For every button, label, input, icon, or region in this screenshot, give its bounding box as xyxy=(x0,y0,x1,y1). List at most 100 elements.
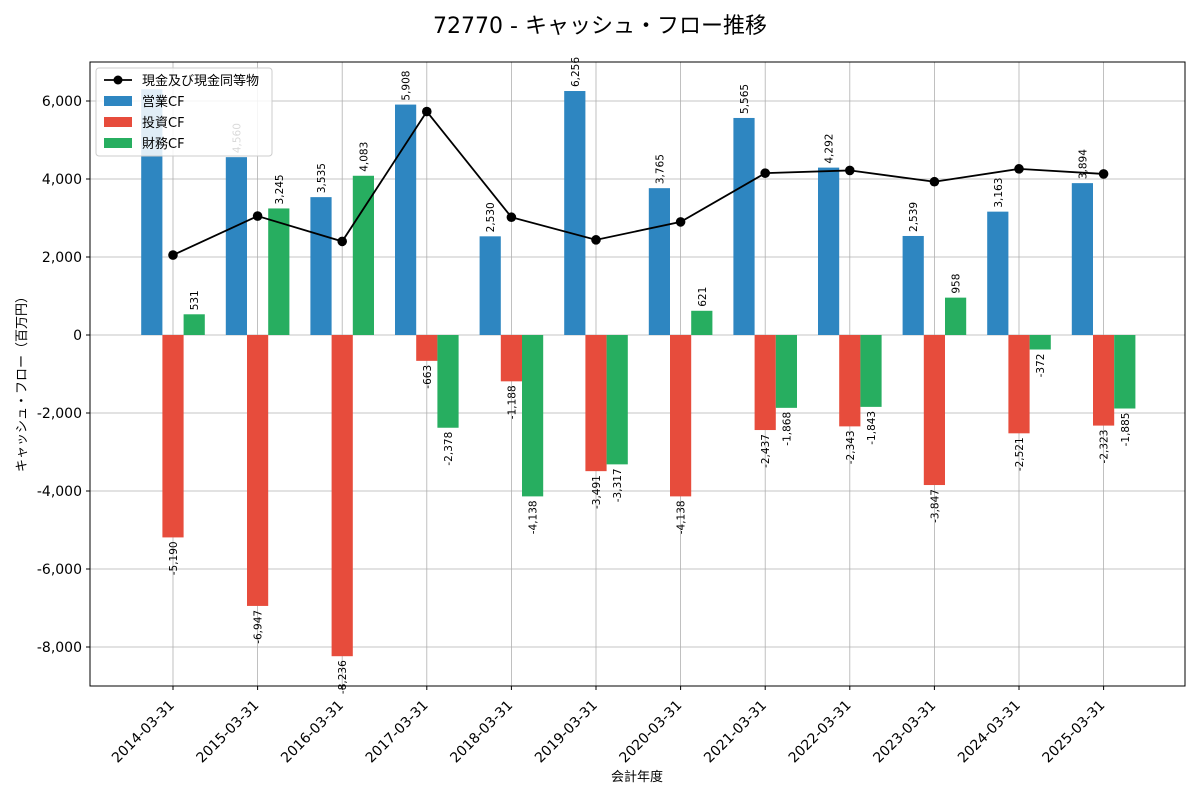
bar-営業CF-2017-03-31 xyxy=(395,104,417,335)
data-label: -2,521 xyxy=(1014,437,1026,471)
x-tick-label: 2019-03-31 xyxy=(532,698,601,767)
data-label: -2,323 xyxy=(1099,430,1111,464)
bar-財務CF-2017-03-31 xyxy=(437,335,459,428)
data-label: -2,437 xyxy=(760,434,772,468)
bar-投資CF-2025-03-31 xyxy=(1093,335,1115,426)
data-label: -5,190 xyxy=(168,541,180,575)
data-label: 3,245 xyxy=(274,174,286,204)
x-axis: 2014-03-31 2015-03-31 2016-03-31 2017-03-31… xyxy=(109,686,1108,766)
legend-swatch-営業CF xyxy=(104,96,132,106)
bar-財務CF-2019-03-31 xyxy=(606,335,628,465)
y-tick-label: 6,000 xyxy=(42,94,82,110)
y-tick-label: -2,000 xyxy=(37,406,82,422)
data-label: -8,236 xyxy=(337,660,349,694)
bar-投資CF-2020-03-31 xyxy=(670,335,692,497)
legend-label-財務CF: 財務CF xyxy=(142,137,185,152)
bar-投資CF-2024-03-31 xyxy=(1008,335,1030,434)
data-label: 4,083 xyxy=(358,142,370,172)
data-label: -1,188 xyxy=(506,385,518,419)
cash-line xyxy=(168,106,1109,260)
legend-label-投資CF: 投資CF xyxy=(142,115,185,131)
x-tick-label: 2022-03-31 xyxy=(786,698,855,767)
cash-point-2024-03-31 xyxy=(1014,164,1024,174)
bar-財務CF-2024-03-31 xyxy=(1029,335,1051,350)
bars xyxy=(141,89,1136,657)
bar-営業CF-2025-03-31 xyxy=(1071,183,1093,335)
data-label: 3,765 xyxy=(654,154,666,184)
bar-投資CF-2016-03-31 xyxy=(331,335,353,657)
bar-財務CF-2025-03-31 xyxy=(1114,335,1136,409)
cash-point-2021-03-31 xyxy=(760,168,770,178)
bar-投資CF-2014-03-31 xyxy=(162,335,184,538)
bar-財務CF-2018-03-31 xyxy=(522,335,544,497)
data-label: 621 xyxy=(697,287,709,307)
bar-投資CF-2022-03-31 xyxy=(839,335,861,427)
bar-投資CF-2018-03-31 xyxy=(500,335,522,382)
legend-swatch-投資CF xyxy=(104,117,132,127)
data-label: -3,491 xyxy=(591,475,603,509)
data-label: -663 xyxy=(422,365,434,389)
legend-label-営業CF: 営業CF xyxy=(142,94,185,110)
y-axis-label: キャッシュ・フロー（百万円） xyxy=(15,290,30,472)
bar-営業CF-2021-03-31 xyxy=(733,117,755,335)
bar-財務CF-2021-03-31 xyxy=(775,335,797,408)
data-label: 5,908 xyxy=(401,71,413,101)
x-tick-label: 2024-03-31 xyxy=(955,698,1024,767)
data-label: -3,317 xyxy=(612,468,624,502)
x-tick-label: 2018-03-31 xyxy=(447,698,516,767)
bar-営業CF-2024-03-31 xyxy=(987,211,1009,335)
data-label: 3,163 xyxy=(993,178,1005,208)
chart-title: 72770 - キャッシュ・フロー推移 xyxy=(433,14,767,39)
cash-point-2014-03-31 xyxy=(168,250,178,260)
y-tick-label: -6,000 xyxy=(37,562,82,578)
cash-point-2017-03-31 xyxy=(422,106,432,117)
cash-point-2015-03-31 xyxy=(252,211,263,221)
y-tick-label: -4,000 xyxy=(37,484,82,500)
x-tick-label: 2016-03-31 xyxy=(278,698,347,767)
bar-営業CF-2018-03-31 xyxy=(479,236,501,335)
data-label: -4,138 xyxy=(676,500,688,534)
legend-line-marker xyxy=(113,75,123,85)
data-label: 4,292 xyxy=(824,134,836,164)
legend-swatch-財務CF xyxy=(104,138,132,148)
x-tick-label: 2021-03-31 xyxy=(701,698,770,767)
bar-財務CF-2016-03-31 xyxy=(352,175,374,335)
bar-財務CF-2015-03-31 xyxy=(268,208,290,335)
x-axis-label: 会計年度 xyxy=(611,769,663,785)
cash-point-2018-03-31 xyxy=(506,212,517,223)
data-label: -2,378 xyxy=(443,432,455,466)
bar-営業CF-2016-03-31 xyxy=(310,197,332,335)
y-axis: 6,000 4,000 2,000 0 -2,000 -4,000 -6,000 -8,000 xyxy=(37,94,90,656)
x-tick-label: 2017-03-31 xyxy=(363,698,432,767)
x-tick-label: 2014-03-31 xyxy=(109,698,178,767)
bar-投資CF-2023-03-31 xyxy=(923,335,945,486)
y-tick-label: 4,000 xyxy=(42,172,82,188)
data-label: -1,868 xyxy=(781,412,793,446)
cash-point-2019-03-31 xyxy=(591,235,601,245)
cash-point-2023-03-31 xyxy=(929,176,940,187)
data-label: -2,343 xyxy=(845,430,857,464)
cash-point-2016-03-31 xyxy=(337,236,348,247)
data-label: 3,894 xyxy=(1077,149,1089,179)
cash-point-2022-03-31 xyxy=(845,165,855,176)
bar-営業CF-2023-03-31 xyxy=(902,235,924,335)
cash-point-2020-03-31 xyxy=(675,217,686,227)
x-tick-label: 2025-03-31 xyxy=(1040,698,1109,767)
data-label: -6,947 xyxy=(253,610,265,644)
x-tick-label: 2020-03-31 xyxy=(617,698,686,767)
data-label: -1,843 xyxy=(866,411,878,445)
data-label: 531 xyxy=(189,290,201,310)
data-label: -372 xyxy=(1035,354,1047,378)
data-label: -4,138 xyxy=(528,500,540,534)
bar-財務CF-2020-03-31 xyxy=(691,310,713,335)
bar-営業CF-2020-03-31 xyxy=(648,188,670,335)
cash-point-2025-03-31 xyxy=(1098,169,1109,179)
bar-投資CF-2017-03-31 xyxy=(416,335,438,361)
cash-line-path xyxy=(172,109,1104,256)
data-label: 5,565 xyxy=(739,84,751,114)
y-tick-label: -8,000 xyxy=(37,640,82,656)
x-tick-label: 2015-03-31 xyxy=(194,698,263,767)
data-label: 3,535 xyxy=(316,163,328,193)
